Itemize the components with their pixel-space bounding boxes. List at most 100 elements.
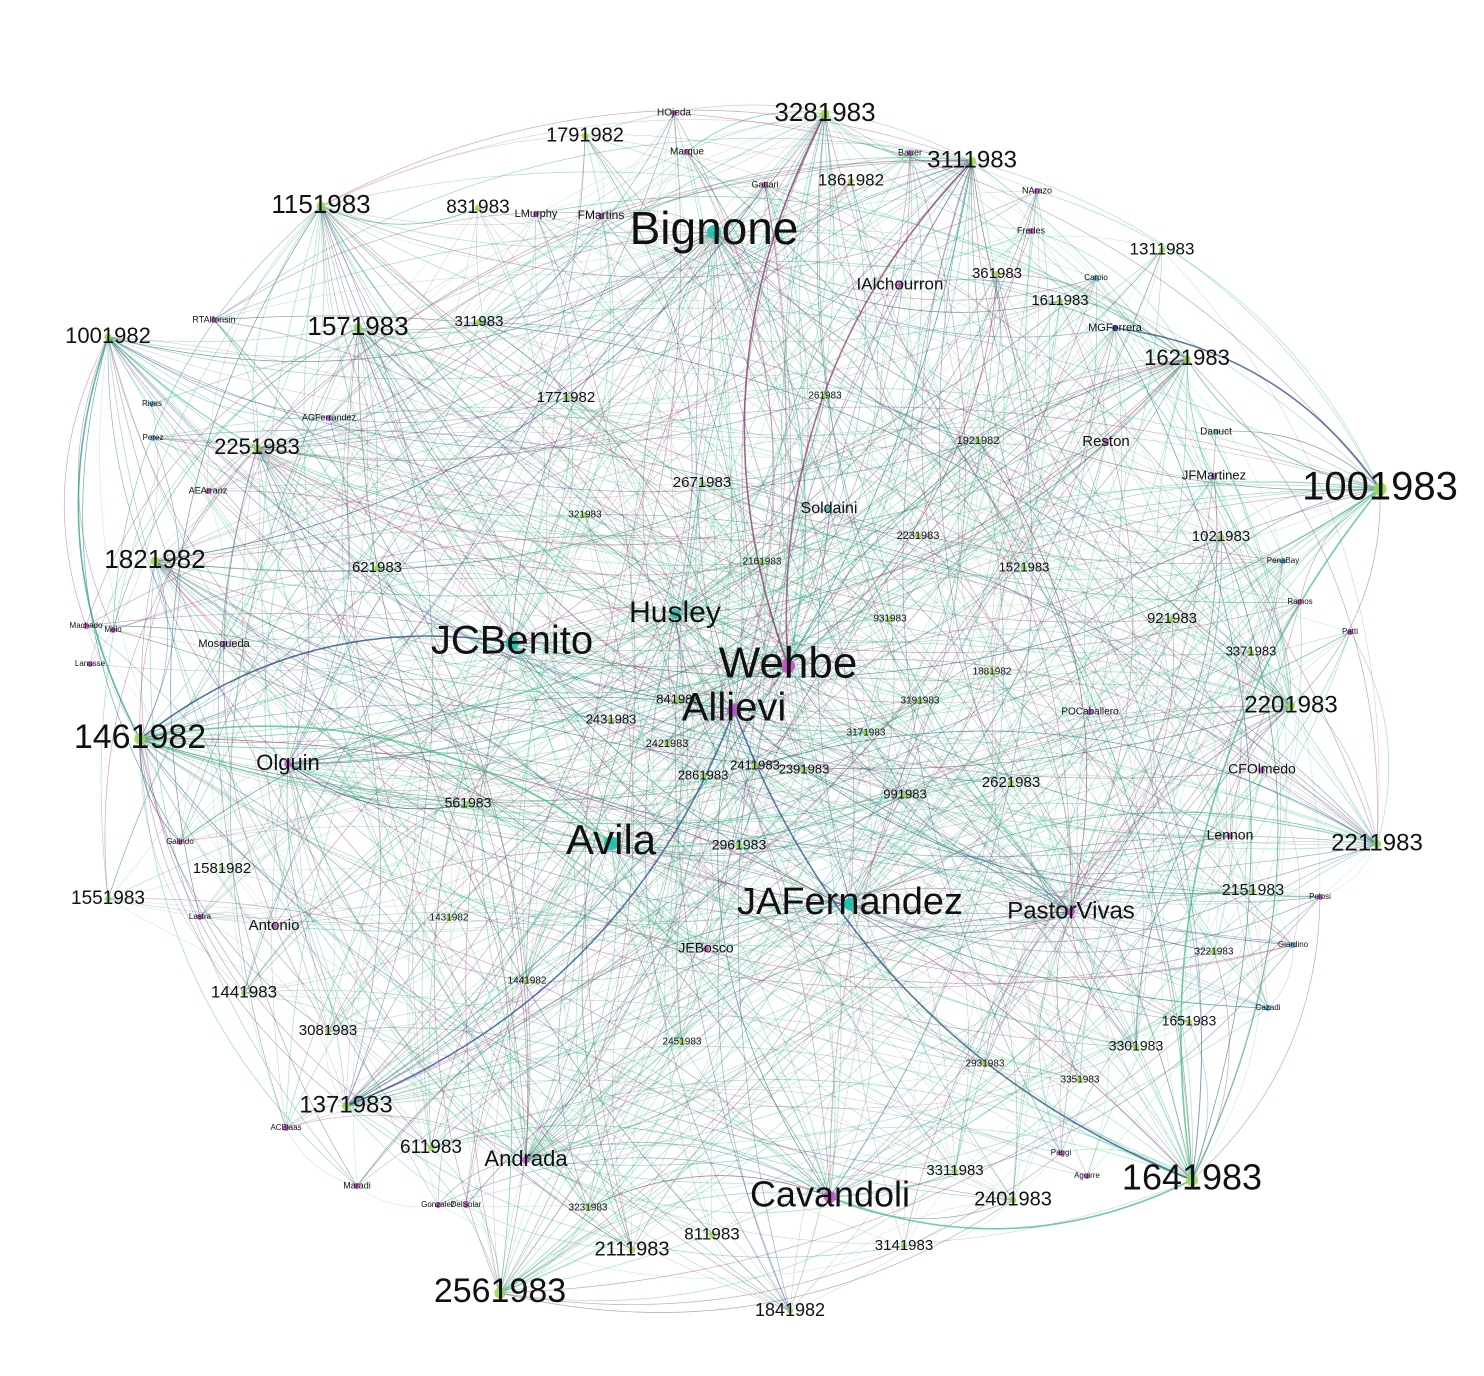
graph-edge [407, 642, 513, 1206]
graph-edge [1070, 536, 1222, 913]
graph-edge [803, 769, 1193, 1181]
graph-edge [610, 842, 1088, 1177]
graph-edge [817, 160, 973, 905]
graph-edge [327, 1027, 831, 1198]
graph-edge [917, 535, 1222, 571]
graph-node [707, 225, 721, 239]
graph-edge [223, 610, 867, 734]
graph-edge [1186, 358, 1301, 603]
graph-edge [1023, 567, 1202, 1181]
graph-edge [587, 1175, 831, 1209]
graph-edge [256, 447, 528, 1161]
graph-edge [139, 725, 612, 844]
graph-edge [421, 231, 715, 1149]
graph-edge [107, 336, 1222, 581]
graph-edge [584, 113, 826, 1251]
graph-edge [584, 135, 1292, 707]
graph-edge [794, 160, 973, 771]
graph-edge [179, 642, 1292, 843]
graph-edge [899, 284, 1301, 603]
graph-edge [107, 336, 1190, 1023]
graph-edge [139, 738, 329, 1032]
graph-edge [798, 113, 921, 702]
graph-edge [107, 336, 763, 566]
graph-edge [713, 231, 1222, 538]
graph-node [1008, 780, 1014, 786]
graph-edge [1114, 327, 1284, 562]
graph-edge [154, 184, 766, 562]
graph-edge [584, 514, 1014, 1201]
graph-edge [152, 410, 1292, 707]
graph-edge [738, 440, 979, 847]
graph-edge [713, 231, 1193, 1181]
graph-edge [1267, 944, 1294, 1009]
graph-edge [610, 842, 851, 909]
graph-edge [971, 160, 1294, 946]
graph-edge [320, 205, 921, 702]
graph-node [325, 1028, 331, 1034]
graph-edge [199, 803, 469, 918]
graph-edge [674, 300, 1061, 615]
graph-edge [345, 482, 703, 1107]
graph-edge [754, 765, 1193, 1181]
graph-edge [499, 1152, 1062, 1305]
node-label: Lennon [1207, 827, 1254, 843]
graph-edge [674, 613, 921, 703]
graph-edge [465, 903, 851, 1206]
graph-edge [713, 230, 1032, 267]
graph-edge [320, 205, 986, 1065]
graph-edge [848, 440, 979, 1247]
graph-edge [152, 437, 735, 711]
graph-edge [787, 273, 998, 667]
node-label: FMartins [578, 208, 625, 222]
graph-edge [107, 336, 891, 623]
graph-edge [273, 618, 1173, 932]
graph-edge [525, 618, 891, 1161]
node-label: LMurphy [515, 208, 558, 220]
graph-edge [328, 417, 1081, 1081]
graph-edge [217, 447, 358, 1187]
graph-edge [991, 249, 1163, 673]
graph-edge [287, 763, 1378, 928]
graph-edge [478, 321, 735, 711]
graph-edge [139, 631, 1351, 825]
graph-edge [666, 743, 714, 950]
graph-edge [849, 651, 1252, 905]
graph-edge [1186, 358, 1381, 490]
graph-edge [476, 207, 586, 516]
graph-edge [1245, 705, 1292, 1009]
graph-edge [213, 319, 529, 1161]
graph-edge [733, 709, 1321, 903]
node-label: Husley [629, 596, 721, 629]
graph-edge [345, 1105, 432, 1149]
graph-edge [376, 567, 831, 1198]
graph-edge [525, 1142, 831, 1198]
graph-edge [511, 642, 577, 1161]
graph-edge [511, 607, 676, 644]
graph-edge [511, 397, 574, 644]
graph-edge [327, 844, 1321, 1032]
graph-edge [478, 321, 676, 615]
graph-edge [345, 903, 851, 1107]
node-label: Fredes [1017, 225, 1046, 235]
graph-edge [223, 636, 1072, 913]
graph-node [1034, 188, 1040, 194]
graph-edge [610, 842, 1014, 1201]
graph-edge [154, 560, 735, 722]
graph-edge [465, 709, 735, 1206]
graph-edge [256, 447, 612, 844]
graph-edge [1114, 327, 1252, 1181]
graph-edge [733, 709, 1254, 894]
graph-edge [587, 903, 851, 1209]
graph-edge [984, 1046, 1137, 1074]
graph-edge [733, 508, 830, 711]
graph-edge [584, 104, 973, 162]
node-label: 1001982 [65, 323, 151, 348]
graph-edge [112, 535, 1292, 707]
graph-edge [849, 651, 1252, 905]
graph-node [83, 623, 89, 629]
node-label: 1621983 [1144, 345, 1230, 370]
graph-edge [880, 284, 919, 537]
graph-edge [221, 231, 715, 870]
graph-edge [154, 180, 852, 562]
